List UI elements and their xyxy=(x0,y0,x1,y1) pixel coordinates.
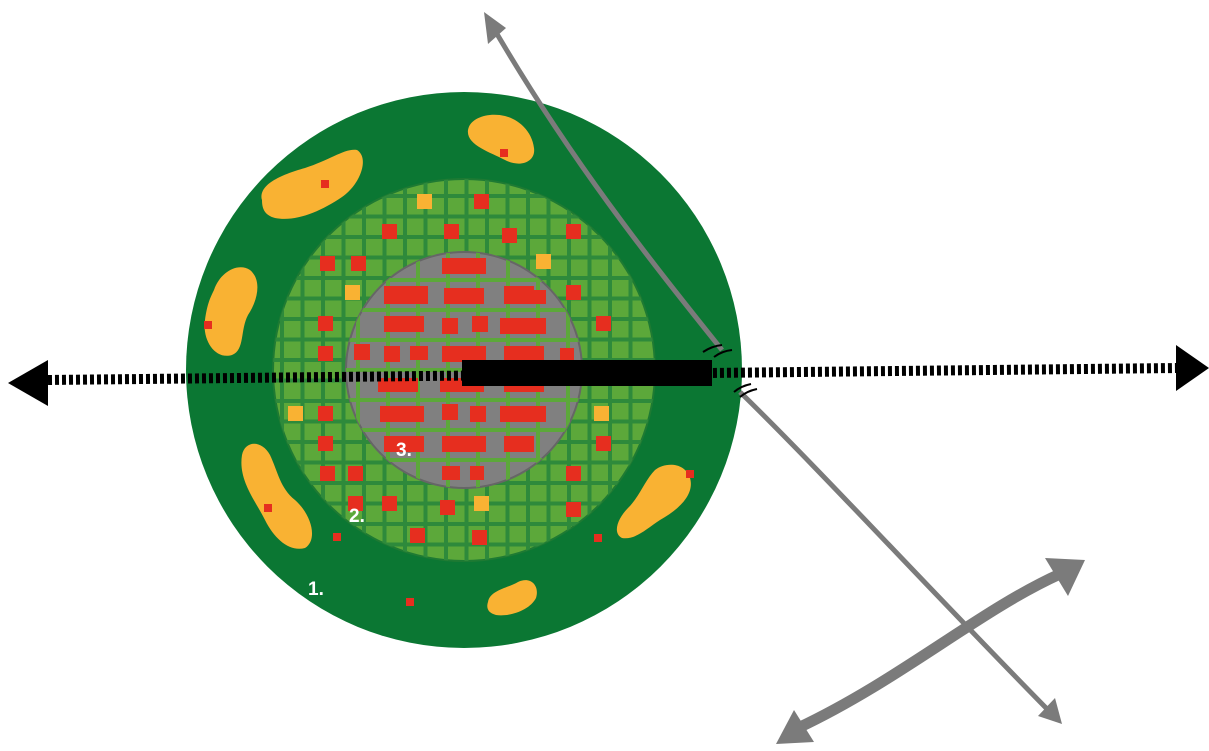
building xyxy=(318,406,333,421)
building xyxy=(440,500,455,515)
arrow-head-icon xyxy=(484,12,506,44)
building xyxy=(536,254,551,269)
building xyxy=(500,149,508,157)
building xyxy=(320,256,335,271)
arrow-head-icon xyxy=(776,710,814,744)
building xyxy=(442,346,486,362)
patch xyxy=(261,149,363,219)
building xyxy=(348,466,363,481)
building xyxy=(442,258,486,274)
building xyxy=(354,344,370,360)
building xyxy=(318,346,333,361)
building xyxy=(500,406,546,422)
arrow-head-icon xyxy=(1045,558,1085,596)
bridge-gap-icon xyxy=(702,344,758,398)
building xyxy=(442,318,458,334)
building xyxy=(502,228,517,243)
building xyxy=(530,290,546,304)
building xyxy=(474,496,489,511)
building xyxy=(406,598,414,606)
arterial-road xyxy=(8,345,1209,406)
building xyxy=(472,530,487,545)
building xyxy=(470,466,484,480)
building xyxy=(560,348,574,362)
building xyxy=(288,406,303,421)
outer-patches xyxy=(204,114,691,616)
building xyxy=(348,496,363,511)
building xyxy=(566,285,581,300)
building xyxy=(204,321,212,329)
building xyxy=(320,466,335,481)
building xyxy=(351,256,366,271)
building xyxy=(318,316,333,331)
building xyxy=(594,534,602,542)
building xyxy=(500,318,546,334)
building xyxy=(321,180,329,188)
building xyxy=(596,316,611,331)
building xyxy=(410,528,425,543)
highway-segment xyxy=(462,360,712,386)
arrow-head-icon xyxy=(8,360,48,406)
curved-road xyxy=(484,12,1062,724)
building xyxy=(382,496,397,511)
building xyxy=(566,466,581,481)
building xyxy=(474,194,489,209)
building xyxy=(410,346,428,360)
patch xyxy=(487,580,537,616)
building xyxy=(264,504,272,512)
building xyxy=(318,436,333,451)
building xyxy=(442,436,486,452)
outer-buildings xyxy=(204,149,694,606)
building xyxy=(472,316,488,332)
arrow-head-icon xyxy=(1176,345,1209,391)
building xyxy=(333,533,341,541)
zone-label-core: 3. xyxy=(396,440,412,461)
patch xyxy=(467,114,535,164)
building xyxy=(442,466,460,480)
building xyxy=(470,406,486,422)
thick-double-arrow xyxy=(776,558,1085,744)
building xyxy=(566,502,581,517)
patch xyxy=(616,464,691,539)
building xyxy=(384,436,424,452)
building xyxy=(380,406,424,422)
building xyxy=(417,194,432,209)
patch xyxy=(204,267,258,356)
building xyxy=(594,406,609,421)
building xyxy=(345,285,360,300)
building xyxy=(444,224,459,239)
zone-label-middle: 2. xyxy=(349,506,365,527)
building xyxy=(596,436,611,451)
zone-label-outer: 1. xyxy=(308,579,324,600)
building xyxy=(504,346,544,362)
building xyxy=(566,224,581,239)
building xyxy=(444,288,484,304)
building xyxy=(504,436,534,452)
building xyxy=(686,470,694,478)
building xyxy=(442,404,458,420)
building xyxy=(384,346,400,362)
building xyxy=(504,286,534,304)
building xyxy=(382,224,397,239)
building xyxy=(378,378,418,392)
arrow-head-icon xyxy=(1038,698,1062,724)
patch xyxy=(241,443,313,549)
building xyxy=(384,286,428,304)
building xyxy=(384,316,424,332)
